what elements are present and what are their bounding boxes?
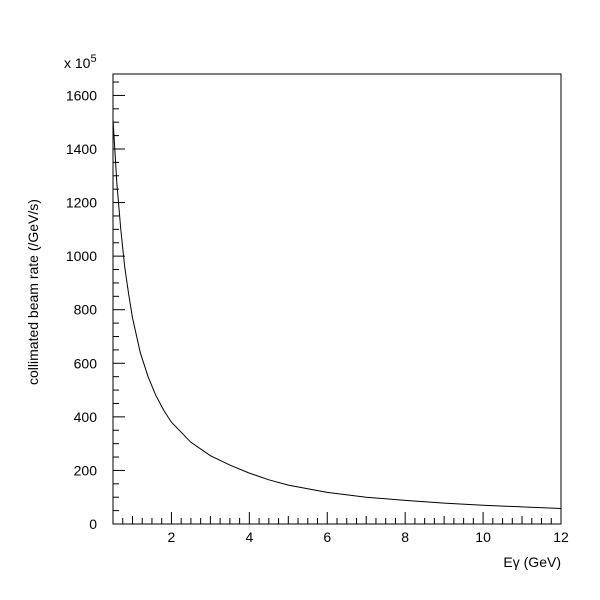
x-tick-label: 10 xyxy=(475,529,491,545)
x-tick-label: 2 xyxy=(168,529,176,545)
x-tick-label: 6 xyxy=(323,529,331,545)
y-tick-label: 1400 xyxy=(66,141,97,157)
y-tick-label: 400 xyxy=(74,409,98,425)
y-axis-multiplier-base: x 10 xyxy=(64,55,91,71)
x-tick-label: 12 xyxy=(553,529,569,545)
ticks xyxy=(112,81,562,525)
x-tick-label: 4 xyxy=(245,529,253,545)
y-tick-label: 1600 xyxy=(66,87,97,103)
y-tick-label: 800 xyxy=(74,302,98,318)
y-axis-multiplier: x 105 xyxy=(64,53,97,71)
y-tick-label: 1000 xyxy=(66,248,97,264)
series xyxy=(112,119,562,509)
y-axis-label: collimated beam rate (/GeV/s) xyxy=(25,199,41,385)
y-tick-label: 600 xyxy=(74,355,98,371)
y-axis-multiplier-exponent: 5 xyxy=(90,53,96,65)
y-tick-label: 0 xyxy=(89,516,97,532)
plot-frame xyxy=(112,73,562,525)
series-line xyxy=(112,119,562,509)
axes xyxy=(112,73,562,525)
y-tick-label: 200 xyxy=(74,462,98,478)
x-tick-label: 8 xyxy=(401,529,409,545)
y-tick-label: 1200 xyxy=(66,195,97,211)
x-axis-label: Eγ (GeV) xyxy=(503,554,561,570)
tick-labels: 2 4 6 8 10 12 0 200 400 600 800 1000 1200 1400 1600 xyxy=(66,87,569,545)
